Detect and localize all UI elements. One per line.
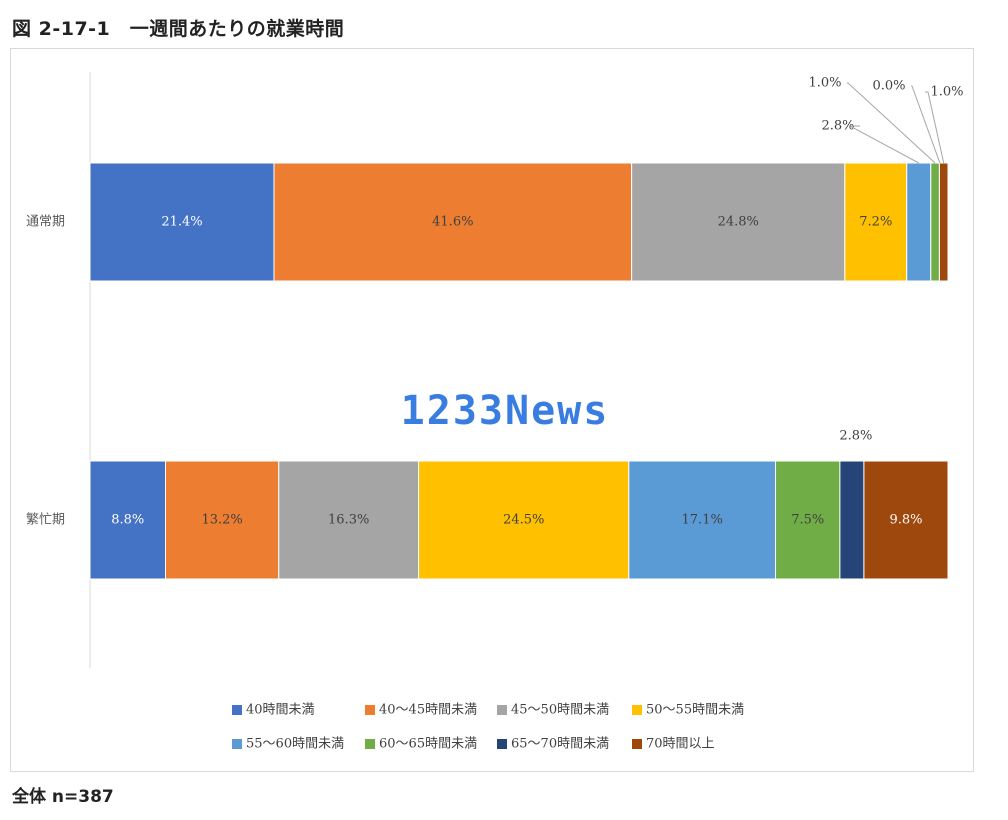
data-label: 24.8% — [718, 215, 759, 230]
legend-label: 70時間以上 — [646, 737, 715, 752]
callout-label: 1.0% — [930, 85, 963, 100]
legend-swatch — [632, 739, 642, 749]
callout-leader-line — [911, 85, 941, 164]
legend-swatch — [632, 705, 642, 715]
data-label: 24.5% — [503, 513, 544, 528]
callout-leader-line — [925, 91, 945, 164]
legend-swatch — [497, 739, 507, 749]
data-label: 7.5% — [791, 513, 824, 528]
bar-segment — [165, 460, 280, 580]
data-label: 8.8% — [111, 513, 144, 528]
sample-size-note: 全体 n=387 — [12, 787, 114, 807]
legend-swatch — [497, 705, 507, 715]
legend-label: 55～60時間未満 — [246, 737, 344, 752]
category-label: 通常期 — [26, 215, 65, 230]
callout-label: 2.8% — [839, 429, 872, 444]
bar-segment — [863, 460, 949, 580]
bar-segment — [844, 162, 908, 282]
callout-leader-line — [847, 82, 936, 164]
data-label: 21.4% — [161, 215, 202, 230]
callout-label: 1.0% — [808, 76, 841, 91]
legend-swatch — [365, 705, 375, 715]
bar-segment — [278, 460, 420, 580]
legend-label: 45～50時間未満 — [511, 703, 609, 718]
legend-label: 60～65時間未満 — [379, 737, 477, 752]
bar-segment — [839, 460, 865, 580]
bar-segment — [89, 162, 275, 282]
bar-segment — [938, 162, 949, 282]
chart-title: 図 2-17-1 一週間あたりの就業時間 — [12, 18, 345, 40]
bar-segment — [631, 162, 846, 282]
legend-label: 40時間未満 — [246, 703, 315, 718]
category-label: 繁忙期 — [26, 512, 65, 528]
data-label: 7.2% — [859, 215, 892, 230]
legend-swatch — [365, 739, 375, 749]
legend-swatch — [232, 705, 242, 715]
data-label: 16.3% — [328, 513, 369, 528]
callout-label: 2.8% — [821, 119, 854, 134]
data-label: 17.1% — [682, 513, 723, 528]
callout-leader-line — [849, 125, 920, 164]
legend-label: 40～45時間未満 — [379, 703, 477, 718]
legend-swatch — [232, 739, 242, 749]
legend-label: 65～70時間未満 — [511, 737, 609, 752]
bar-segment — [906, 162, 932, 282]
legend-label: 50～55時間未満 — [646, 703, 744, 718]
callout-label: 0.0% — [872, 79, 905, 94]
bar-segment — [418, 460, 630, 580]
bar-segment — [628, 460, 777, 580]
data-label: 41.6% — [432, 215, 473, 230]
data-label: 13.2% — [201, 513, 242, 528]
data-label: 9.8% — [889, 513, 922, 528]
bar-segment — [930, 162, 940, 282]
watermark-text: 1233News — [401, 388, 610, 434]
bar-segment — [273, 162, 633, 282]
